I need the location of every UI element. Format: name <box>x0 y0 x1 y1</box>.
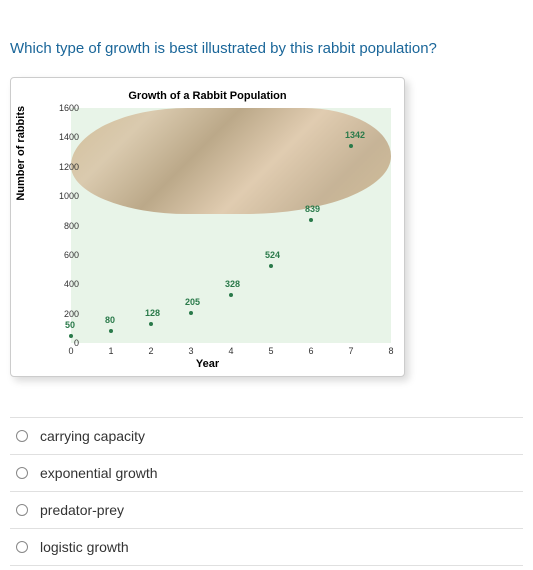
x-tick-label: 2 <box>141 346 161 356</box>
chart-title: Growth of a Rabbit Population <box>11 78 404 102</box>
x-tick-label: 4 <box>221 346 241 356</box>
data-point <box>189 311 193 315</box>
question-text: Which type of growth is best illustrated… <box>10 40 523 57</box>
radio-button[interactable] <box>16 430 28 442</box>
radio-button[interactable] <box>16 467 28 479</box>
y-tick-label: 400 <box>49 279 79 289</box>
data-point <box>309 218 313 222</box>
x-tick-label: 5 <box>261 346 281 356</box>
data-point-label: 50 <box>65 320 75 330</box>
x-tick-label: 8 <box>381 346 401 356</box>
radio-button[interactable] <box>16 541 28 553</box>
y-tick-label: 800 <box>49 221 79 231</box>
x-tick-label: 6 <box>301 346 321 356</box>
x-tick-label: 7 <box>341 346 361 356</box>
answer-label: predator-prey <box>40 502 124 518</box>
data-point <box>229 293 233 297</box>
y-tick-label: 200 <box>49 309 79 319</box>
x-axis-label: Year <box>196 358 219 370</box>
y-axis-label: Number of rabbits <box>15 106 27 201</box>
data-point-label: 524 <box>265 250 280 260</box>
x-tick-label: 1 <box>101 346 121 356</box>
answer-label: carrying capacity <box>40 428 145 444</box>
x-tick-label: 0 <box>61 346 81 356</box>
y-tick-label: 1200 <box>49 162 79 172</box>
answer-option[interactable]: predator-prey <box>10 492 523 529</box>
x-tick-label: 3 <box>181 346 201 356</box>
data-point-label: 328 <box>225 279 240 289</box>
data-point-label: 128 <box>145 308 160 318</box>
data-point-label: 1342 <box>345 130 365 140</box>
y-tick-label: 1000 <box>49 191 79 201</box>
answer-label: logistic growth <box>40 539 129 555</box>
answer-label: exponential growth <box>40 465 158 481</box>
data-point-label: 80 <box>105 315 115 325</box>
data-point-label: 205 <box>185 297 200 307</box>
y-tick-label: 1400 <box>49 132 79 142</box>
y-tick-label: 1600 <box>49 103 79 113</box>
answer-option[interactable]: carrying capacity <box>10 418 523 455</box>
plot-area <box>71 108 391 343</box>
data-point <box>349 144 353 148</box>
data-point-label: 839 <box>305 204 320 214</box>
chart-container: Growth of a Rabbit Population Number of … <box>10 77 405 377</box>
answer-options: carrying capacity exponential growth preda… <box>10 418 523 566</box>
answer-option[interactable]: logistic growth <box>10 529 523 566</box>
data-point <box>69 334 73 338</box>
answer-option[interactable]: exponential growth <box>10 455 523 492</box>
radio-button[interactable] <box>16 504 28 516</box>
data-point <box>269 264 273 268</box>
rabbit-background-image <box>71 108 391 214</box>
y-tick-label: 600 <box>49 250 79 260</box>
